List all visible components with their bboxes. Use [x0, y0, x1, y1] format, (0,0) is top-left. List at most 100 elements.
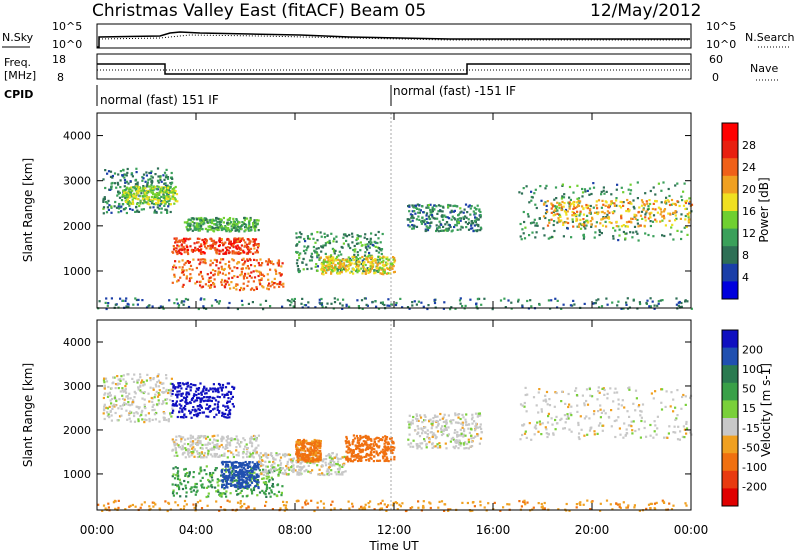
range-gate-cell [136, 181, 139, 184]
range-gate-cell [229, 391, 233, 394]
range-gate-cell [542, 203, 546, 206]
range-gate-cell [353, 250, 356, 253]
range-gate-cell [257, 465, 260, 468]
range-gate-cell [269, 495, 272, 498]
range-gate-cell [453, 217, 456, 220]
range-gate-cell [207, 389, 210, 392]
range-gate-cell [213, 403, 216, 406]
range-gate-cell [611, 301, 614, 304]
range-gate-cell [292, 305, 295, 308]
range-gate-cell [309, 446, 312, 449]
range-gate-cell [179, 239, 182, 242]
range-gate-cell [172, 265, 175, 269]
range-gate-cell [211, 268, 215, 272]
range-gate-cell [234, 227, 237, 230]
range-gate-cell [244, 473, 247, 476]
range-gate-cell [447, 203, 450, 207]
range-gate-cell [325, 260, 328, 264]
range-gate-cell [156, 395, 160, 398]
range-gate-cell [251, 454, 254, 457]
range-gate-cell [209, 271, 213, 274]
range-gate-cell [232, 484, 235, 487]
range-gate-cell [211, 441, 214, 444]
range-gate-cell [197, 440, 200, 443]
range-gate-cell [221, 492, 224, 495]
range-gate-cell [366, 267, 369, 270]
range-gate-cell [199, 270, 202, 274]
range-gate-cell [235, 218, 238, 221]
range-gate-cell [303, 447, 306, 451]
range-gate-cell [375, 443, 378, 446]
range-gate-cell [248, 221, 251, 224]
range-gate-cell [312, 458, 315, 461]
range-gate-cell [450, 210, 453, 213]
range-gate-cell [254, 243, 258, 246]
range-gate-cell [213, 397, 216, 400]
range-gate-cell [585, 219, 588, 222]
range-gate-cell [207, 279, 210, 282]
range-gate-cell [217, 479, 221, 482]
range-gate-cell [654, 208, 657, 211]
range-gate-cell [184, 261, 187, 264]
range-gate-cell [145, 418, 148, 422]
range-gate-cell [198, 411, 201, 415]
range-gate-cell [338, 260, 341, 263]
range-gate-cell [265, 482, 268, 485]
range-gate-cell [128, 187, 131, 190]
range-gate-cell [629, 183, 632, 186]
range-gate-cell [332, 250, 336, 253]
range-gate-cell [229, 476, 232, 479]
range-gate-cell [173, 202, 176, 205]
range-gate-cell [169, 203, 172, 206]
range-gate-cell [194, 390, 198, 393]
range-gate-cell [216, 478, 219, 481]
range-gate-cell [127, 192, 130, 195]
range-gate-cell [134, 392, 137, 395]
range-gate-cell [220, 474, 223, 477]
range-gate-cell [593, 211, 597, 214]
range-gate-cell [335, 267, 338, 270]
range-gate-cell [193, 448, 196, 451]
range-gate-cell [150, 198, 153, 201]
range-gate-cell [655, 200, 658, 203]
range-gate-cell [133, 414, 136, 418]
range-gate-cell [133, 420, 137, 423]
range-gate-cell [179, 435, 182, 438]
range-gate-cell [197, 408, 200, 411]
range-gate-cell [301, 444, 304, 447]
range-gate-cell [350, 460, 353, 463]
range-gate-cell [210, 453, 213, 456]
range-gate-cell [687, 214, 690, 217]
range-gate-cell [201, 219, 204, 222]
range-gate-cell [562, 196, 566, 199]
range-gate-cell [193, 225, 196, 228]
range-gate-cell [236, 283, 239, 286]
range-gate-cell [185, 226, 188, 229]
range-gate-cell [123, 398, 126, 401]
range-gate-cell [617, 225, 620, 228]
range-gate-cell [577, 204, 581, 207]
range-gate-cell [104, 377, 108, 380]
range-gate-cell [575, 219, 578, 222]
range-gate-cell [386, 304, 389, 307]
range-gate-cell [208, 473, 212, 476]
range-gate-cell [620, 225, 623, 228]
range-gate-cell [667, 200, 670, 203]
range-gate-cell [576, 210, 579, 213]
range-gate-cell [564, 208, 568, 212]
range-gate-cell [171, 177, 174, 180]
range-gate-cell [303, 470, 306, 473]
range-gate-cell [282, 453, 285, 456]
range-gate-cell [550, 211, 553, 214]
range-gate-cell [455, 224, 458, 227]
range-gate-cell [256, 483, 259, 487]
range-gate-cell [185, 398, 188, 401]
range-gate-cell [374, 261, 377, 264]
range-gate-cell [235, 288, 238, 291]
range-gate-cell [298, 465, 302, 469]
range-gate-cell [211, 408, 215, 411]
range-gate-cell [297, 457, 300, 460]
range-gate-cell [229, 267, 232, 270]
range-gate-cell [157, 201, 160, 205]
